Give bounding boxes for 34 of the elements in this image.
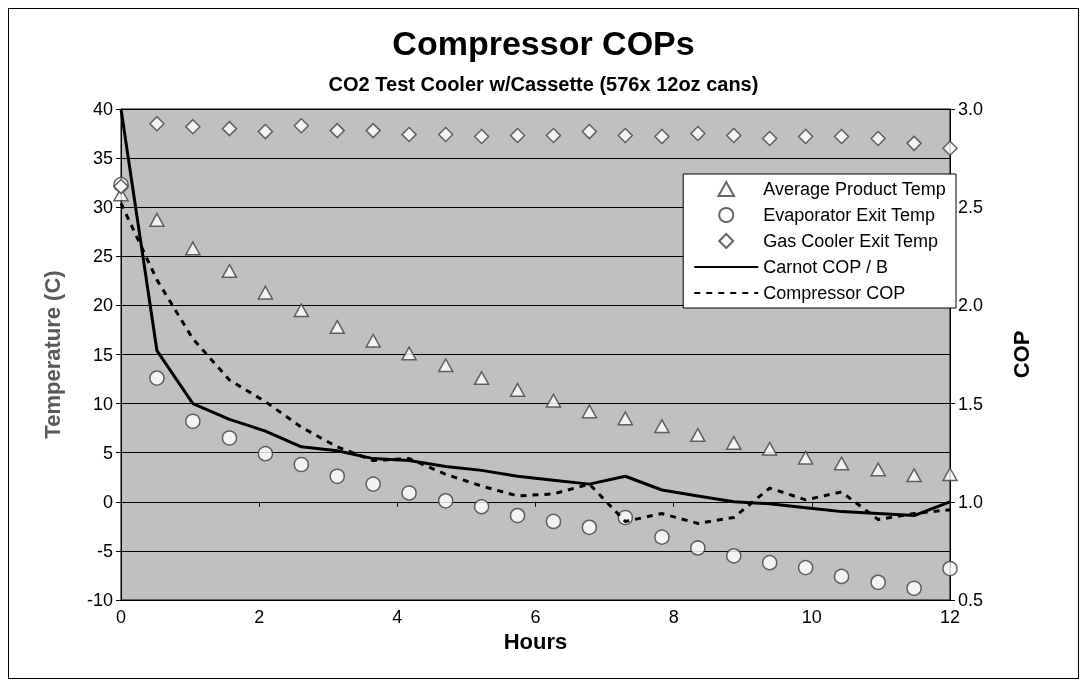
y2-tick-label: 2.0 <box>958 295 984 316</box>
chart-title: Compressor COPs <box>392 24 695 62</box>
y-tick-label: -5 <box>96 540 113 561</box>
legend-label: Evaporator Exit Temp <box>763 205 935 225</box>
x-tick-label: 6 <box>530 607 541 627</box>
y2-tick-label: 2.5 <box>958 197 984 218</box>
y2-tick-label: 1.5 <box>958 393 984 414</box>
y-tick-label: 5 <box>102 442 113 463</box>
legend-label: Compressor COP <box>763 283 906 303</box>
x-tick-label: 10 <box>801 607 822 627</box>
y-tick-label: 20 <box>92 295 113 316</box>
x-axis-title: Hours <box>503 629 568 655</box>
y-tick-label: -10 <box>86 590 113 610</box>
x-tick-label: 12 <box>939 607 961 627</box>
y2-axis-title: COP <box>1008 330 1034 379</box>
y-axis-title: Temperature (C) <box>39 270 65 439</box>
y2-tick-label: 0.5 <box>958 590 984 610</box>
y-tick-label: 35 <box>92 148 113 169</box>
legend-label: Average Product Temp <box>763 179 946 199</box>
legend-label: Carnot COP / B <box>763 257 888 277</box>
chart-subtitle: CO2 Test Cooler w/Cassette (576x 12oz cans) <box>328 73 759 95</box>
y-tick-label: 0 <box>102 491 113 512</box>
y-tick-label: 40 <box>92 99 113 119</box>
y-tick-label: 15 <box>92 344 113 365</box>
x-tick-label: 8 <box>668 607 679 627</box>
x-tick-label: 2 <box>254 607 265 627</box>
y2-tick-label: 3.0 <box>958 99 984 119</box>
x-tick-label: 0 <box>115 607 127 627</box>
y-tick-label: 10 <box>92 393 113 414</box>
y2-tick-label: 1.0 <box>958 491 984 512</box>
x-tick-label: 4 <box>392 607 403 627</box>
y-tick-label: 30 <box>92 197 113 218</box>
y-tick-label: 25 <box>92 246 113 267</box>
legend-label: Gas Cooler Exit Temp <box>763 231 938 251</box>
